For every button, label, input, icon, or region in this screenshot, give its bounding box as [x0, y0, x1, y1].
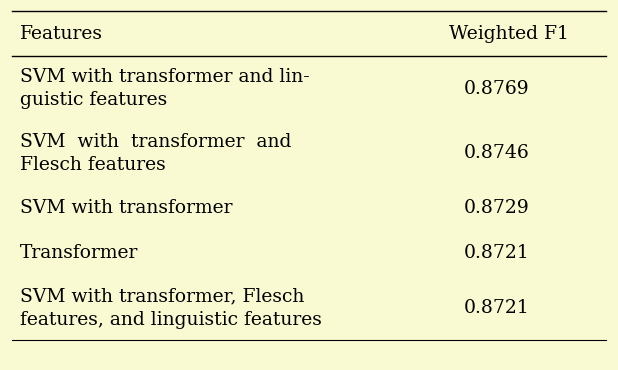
FancyBboxPatch shape — [12, 11, 606, 340]
Text: Features: Features — [20, 25, 103, 43]
Text: 0.8729: 0.8729 — [464, 199, 530, 217]
Text: SVM with transformer: SVM with transformer — [20, 199, 232, 217]
Text: Transformer: Transformer — [20, 244, 138, 262]
Text: Weighted F1: Weighted F1 — [449, 25, 569, 43]
Text: 0.8746: 0.8746 — [464, 144, 530, 162]
Text: 0.8721: 0.8721 — [464, 299, 530, 317]
Text: 0.8769: 0.8769 — [464, 80, 530, 98]
Text: SVM with transformer and lin-
guistic features: SVM with transformer and lin- guistic fe… — [20, 68, 310, 109]
Text: SVM  with  transformer  and
Flesch features: SVM with transformer and Flesch features — [20, 133, 291, 174]
Text: 0.8721: 0.8721 — [464, 244, 530, 262]
Text: SVM with transformer, Flesch
features, and linguistic features: SVM with transformer, Flesch features, a… — [20, 287, 321, 329]
